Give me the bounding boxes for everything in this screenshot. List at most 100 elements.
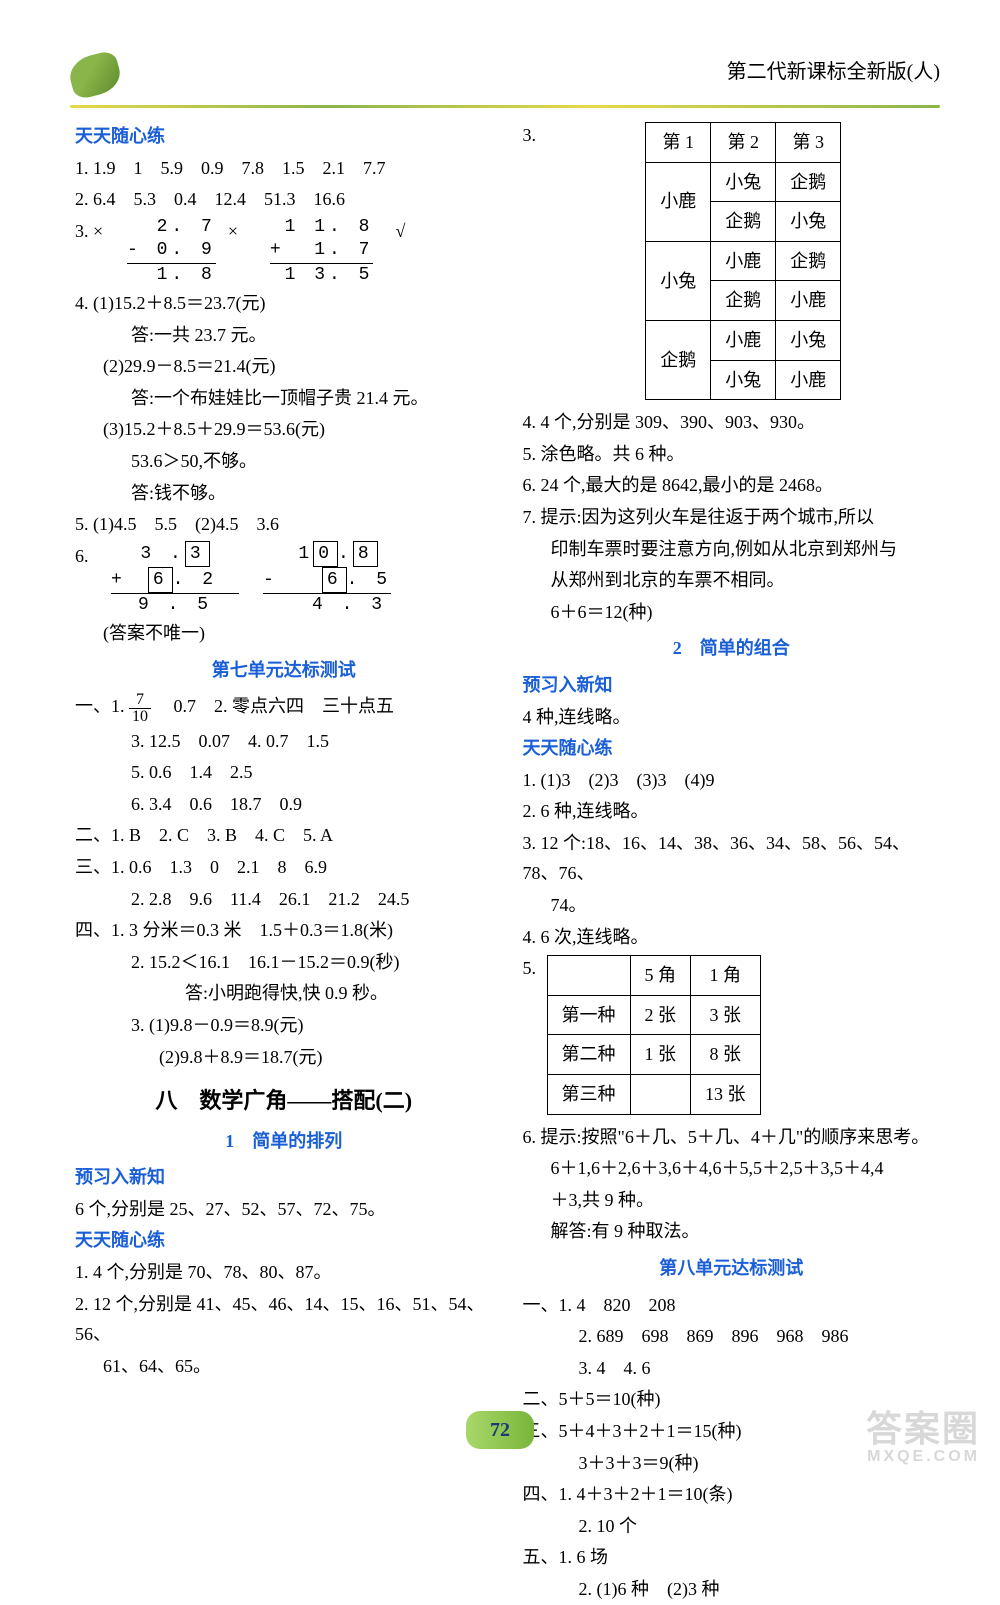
table-cell: 企鹅 [711,202,776,242]
check-mark-icon: √ [395,216,405,247]
answer-line: 答:小明跑得快,快 0.9 秒。 [75,978,493,1009]
answer-line: 一、1. 4 820 208 [523,1290,941,1321]
table-cell: 8 张 [691,1035,761,1075]
table-cell: 第 3 [776,123,841,163]
watermark: 答案圈 MXQE.COM [866,1411,980,1465]
daily-practice-heading: 天天随心练 [75,121,493,152]
answer-line: 从郑州到北京的车票不相同。 [523,565,941,596]
q3-label: 3. [523,120,547,406]
answer-line: 2. 6.4 5.3 0.4 12.4 51.3 16.6 [75,184,493,215]
table-cell: 小鹿 [776,281,841,321]
answer-line: 6 个,分别是 25、27、52、57、72、75。 [75,1194,493,1225]
left-column: 天天随心练 1. 1.9 1 5.9 0.9 7.8 1.5 2.1 7.7 2… [75,120,493,1419]
answer-line: 1. 4 个,分别是 70、78、80、87。 [75,1257,493,1288]
answer-line: 5. 涂色略。共 6 种。 [523,439,941,470]
answer-line: 6. 提示:按照"6＋几、5＋几、4＋几"的顺序来思考。 [523,1122,941,1153]
table-cell: 第二种 [547,1035,630,1075]
answer-line: 2. 12 个,分别是 41、45、46、14、15、16、51、54、56、 [75,1289,493,1350]
watermark-text: 答案圈 [866,1408,980,1449]
q3-label: 3. × [75,216,115,247]
unit7-test-heading: 第七单元达标测试 [75,655,493,686]
section-8-1-heading: 1 简单的排列 [75,1126,493,1157]
answer-line: 五、1. 6 场 [523,1542,941,1573]
coin-table: 5 角 1 角 第一种 2 张 3 张 第二种 1 张 8 张 第三种 13 张 [547,955,761,1114]
answer-line: 74。 [523,890,941,921]
table-cell: 5 角 [630,956,691,996]
answer-line: 2. 689 698 869 896 968 986 [523,1321,941,1352]
answer-line: 2. 6 种,连线略。 [523,796,941,827]
section-8-2-heading: 2 简单的组合 [523,633,941,664]
answer-line: 2. 15.2＜16.1 16.1－15.2＝0.9(秒) [75,947,493,978]
answer-line: 6. 24 个,最大的是 8642,最小的是 2468。 [523,470,941,501]
vertical-calc: 2. 7 - 0. 9 1. 8 [127,216,216,287]
fraction: 710 [129,692,151,725]
answer-line: 6. 3.4 0.6 18.7 0.9 [75,789,493,820]
q3-table-wrap: 3. 第 1 第 2 第 3 小鹿 小兔 企鹅 企鹅 小兔 [523,120,941,406]
answer-line: 1. (1)3 (2)3 (3)3 (4)9 [523,765,941,796]
question-3-calcs: 3. × 2. 7 - 0. 9 1. 8 × 1 1. 8 + 1. 7 1 … [75,216,493,287]
answer-line: 答:钱不够。 [75,478,493,509]
page-number: 72 [466,1411,534,1449]
table-cell: 小兔 [646,241,711,320]
q6-label: 6. [75,541,99,572]
answer-line: (3)15.2＋8.5＋29.9＝53.6(元) [75,414,493,445]
answer-line: 印制车票时要注意方向,例如从北京到郑州与 [523,534,941,565]
daily-practice-heading: 天天随心练 [75,1225,493,1256]
answer-line: 1. 1.9 1 5.9 0.9 7.8 1.5 2.1 7.7 [75,153,493,184]
table-cell: 第一种 [547,995,630,1035]
answer-line: (2)29.9－8.5＝21.4(元) [75,351,493,382]
answer-line: 5. (1)4.5 5.5 (2)4.5 3.6 [75,509,493,540]
answer-line: 一、1. 710 0.7 2. 零点六四 三十点五 [75,691,493,724]
table-cell: 3 张 [691,995,761,1035]
table-cell: 1 角 [691,956,761,996]
table-cell: 小鹿 [711,241,776,281]
table-cell [630,1075,691,1115]
x-mark: × [228,216,258,247]
answer-line: 2. 10 个 [523,1511,941,1542]
table-cell: 企鹅 [711,281,776,321]
answer-line: 二、1. B 2. C 3. B 4. C 5. A [75,820,493,851]
table-cell: 第三种 [547,1075,630,1115]
watermark-url: MXQE.COM [866,1449,980,1465]
table-cell [547,956,630,996]
header-version: 第二代新课标全新版(人) [727,55,940,89]
corner-logo-icon [66,49,125,101]
table-cell: 第 2 [711,123,776,163]
page-content: 天天随心练 1. 1.9 1 5.9 0.9 7.8 1.5 2.1 7.7 2… [75,120,940,1419]
table-cell: 13 张 [691,1075,761,1115]
table-cell: 小兔 [776,202,841,242]
answer-line: 2. 2.8 9.6 11.4 26.1 21.2 24.5 [75,884,493,915]
table-cell: 小兔 [711,162,776,202]
answer-line: 答:一个布娃娃比一顶帽子贵 21.4 元。 [75,383,493,414]
table-cell: 小鹿 [646,162,711,241]
table-cell: 企鹅 [646,320,711,399]
answer-line: 3. (1)9.8－0.9＝8.9(元) [75,1010,493,1041]
answer-line: 6＋1,6＋2,6＋3,6＋4,6＋5,5＋2,5＋3,5＋4,4 [523,1153,941,1184]
answer-line: 2. (1)6 种 (2)3 种 [523,1574,941,1605]
answer-line: 53.6＞50,不够。 [75,446,493,477]
q5-label: 5. [523,953,547,1120]
preview-heading: 预习入新知 [523,670,941,701]
q5-table-wrap: 5. 5 角 1 角 第一种 2 张 3 张 第二种 1 张 8 张 [523,953,941,1120]
table-cell: 小鹿 [711,320,776,360]
table-cell: 1 张 [630,1035,691,1075]
answer-line: 四、1. 3 分米＝0.3 米 1.5＋0.3＝1.8(米) [75,915,493,946]
answer-line: 61、64、65。 [75,1351,493,1382]
table-cell: 企鹅 [776,162,841,202]
answer-line: ＋3,共 9 种。 [523,1185,941,1216]
vertical-calc: 1 1. 8 + 1. 7 1 3. 5 [270,216,374,287]
answer-line: 4. (1)15.2＋8.5＝23.7(元) [75,288,493,319]
header-divider [70,105,940,108]
answer-line: 7. 提示:因为这列火车是往返于两个城市,所以 [523,502,941,533]
table-cell: 第 1 [646,123,711,163]
answer-line: 4. 4 个,分别是 309、390、903、930。 [523,407,941,438]
answer-note: (答案不唯一) [75,618,493,649]
unit8-test-heading: 第八单元达标测试 [523,1253,941,1284]
arrangement-table: 第 1 第 2 第 3 小鹿 小兔 企鹅 企鹅 小兔 小兔 [645,122,841,400]
table-cell: 企鹅 [776,241,841,281]
answer-line: 5. 0.6 1.4 2.5 [75,757,493,788]
chapter8-heading: 八 数学广角——搭配(二) [75,1082,493,1119]
preview-heading: 预习入新知 [75,1162,493,1193]
answer-line: 解答:有 9 种取法。 [523,1216,941,1247]
answer-line: 6＋6＝12(种) [523,597,941,628]
